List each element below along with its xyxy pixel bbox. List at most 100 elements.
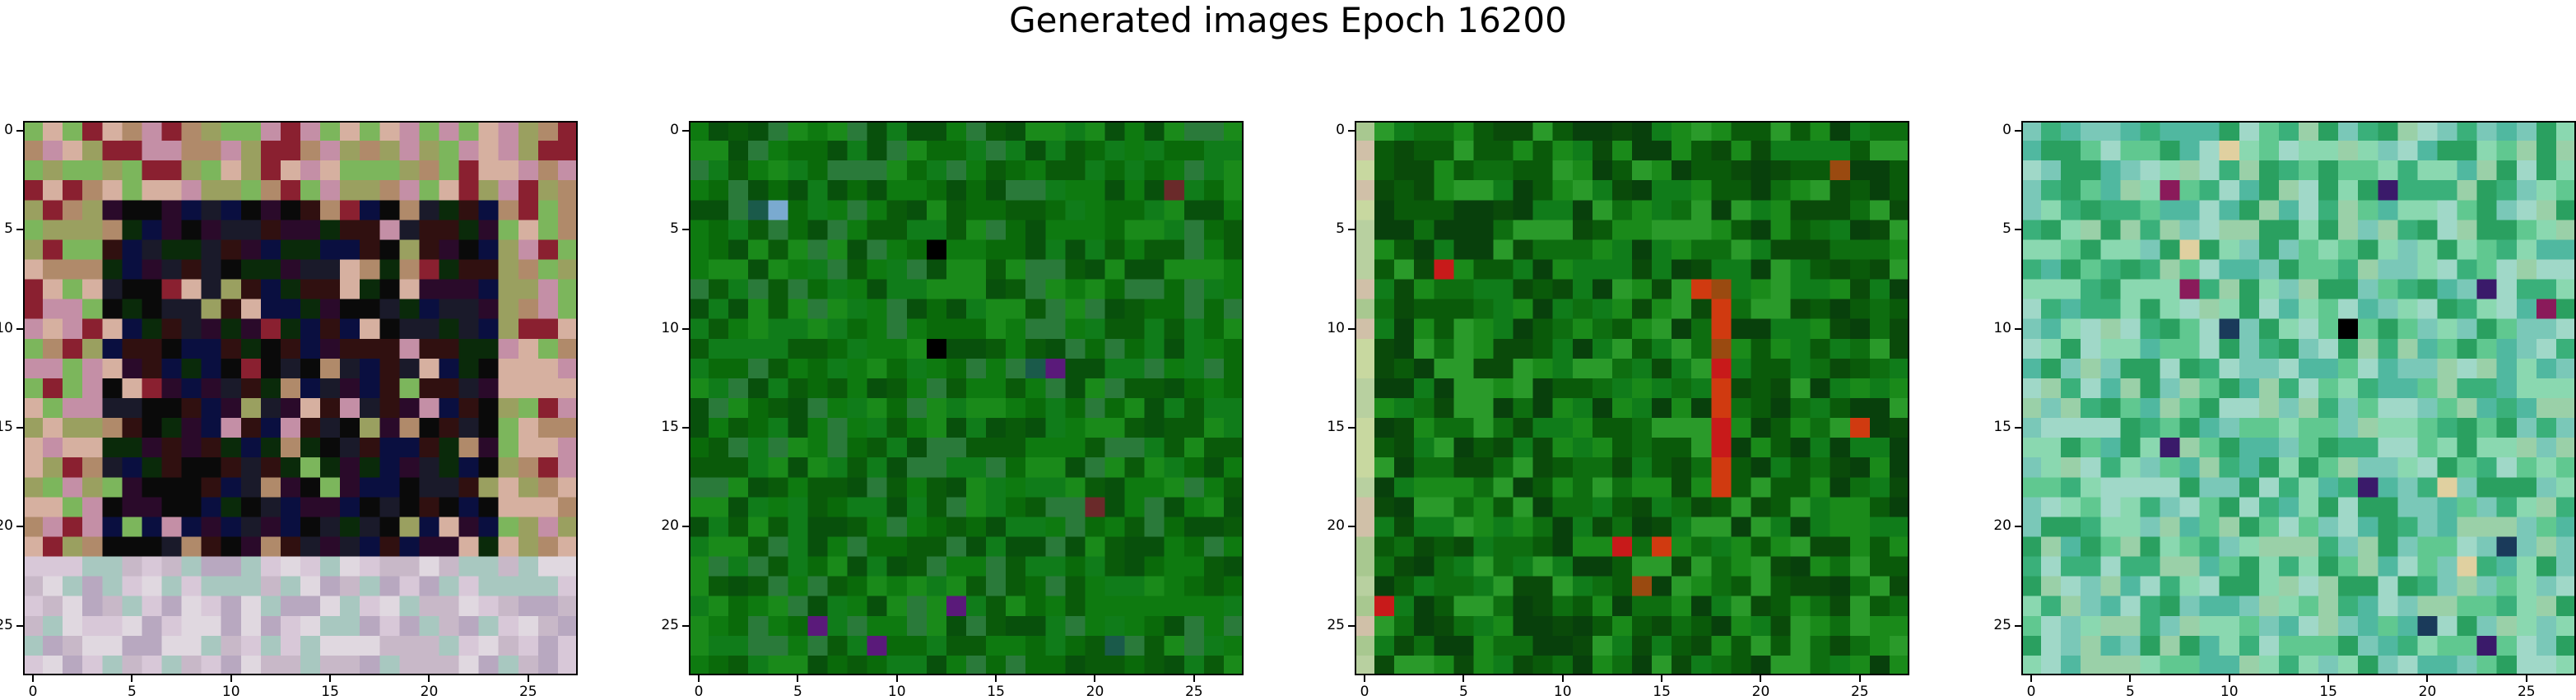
x-tick-mark bbox=[329, 675, 332, 682]
x-tick-label: 10 bbox=[1553, 684, 1572, 700]
x-tick-mark bbox=[1760, 675, 1762, 682]
y-tick-mark bbox=[682, 427, 689, 429]
y-tick-mark bbox=[16, 130, 23, 132]
x-tick-mark bbox=[428, 675, 430, 682]
y-tick-mark bbox=[2015, 130, 2021, 132]
x-tick-label: 15 bbox=[2319, 684, 2337, 700]
y-tick-label: 5 bbox=[670, 220, 679, 238]
x-tick-mark bbox=[2426, 675, 2429, 682]
y-tick-label: 0 bbox=[1336, 122, 1345, 139]
y-tick-label: 0 bbox=[670, 122, 679, 139]
y-tick-mark bbox=[682, 526, 689, 528]
y-tick-mark bbox=[1348, 526, 1355, 528]
x-tick-label: 10 bbox=[221, 684, 240, 700]
y-tick-label: 25 bbox=[661, 616, 679, 633]
x-tick-label: 25 bbox=[2517, 684, 2536, 700]
x-tick-mark bbox=[2228, 675, 2230, 682]
y-tick-mark bbox=[2015, 624, 2021, 627]
y-tick-mark bbox=[682, 624, 689, 627]
x-tick-mark bbox=[2327, 675, 2330, 682]
x-tick-label: 0 bbox=[2026, 684, 2036, 700]
x-tick-mark bbox=[32, 675, 35, 682]
heatmap-panel-2: 0 5 10 15 20 25 0 5 10 15 20 25 bbox=[661, 121, 1244, 699]
heatmap-image bbox=[1355, 121, 1909, 675]
y-tick-label: 15 bbox=[1327, 419, 1345, 436]
y-tick-mark bbox=[1348, 229, 1355, 231]
y-tick-label: 10 bbox=[1993, 319, 2011, 336]
x-tick-label: 10 bbox=[2220, 684, 2239, 700]
x-tick-label: 25 bbox=[1184, 684, 1203, 700]
x-tick-label: 5 bbox=[1458, 684, 1468, 700]
x-tick-mark bbox=[895, 675, 898, 682]
y-tick-mark bbox=[2015, 526, 2021, 528]
x-tick-mark bbox=[2030, 675, 2033, 682]
x-tick-label: 20 bbox=[420, 684, 439, 700]
heatmap-panel-3: 0 5 10 15 20 25 0 5 10 15 20 25 bbox=[1327, 121, 1909, 699]
x-tick-label: 5 bbox=[2125, 684, 2135, 700]
y-tick-label: 10 bbox=[1327, 319, 1345, 336]
x-tick-mark bbox=[2525, 675, 2527, 682]
y-tick-label: 20 bbox=[1993, 517, 2011, 535]
y-tick-label: 25 bbox=[1327, 616, 1345, 633]
x-tick-label: 0 bbox=[28, 684, 38, 700]
y-tick-label: 20 bbox=[1327, 517, 1345, 535]
x-tick-label: 20 bbox=[1751, 684, 1770, 700]
figure-title: Generated images Epoch 16200 bbox=[1009, 0, 1567, 40]
y-tick-label: 25 bbox=[0, 616, 13, 633]
y-tick-mark bbox=[1348, 624, 1355, 627]
x-tick-label: 15 bbox=[321, 684, 339, 700]
y-tick-mark bbox=[1348, 327, 1355, 330]
y-tick-mark bbox=[16, 229, 23, 231]
y-tick-label: 15 bbox=[1993, 419, 2011, 436]
heatmap-image bbox=[2021, 121, 2576, 675]
x-tick-mark bbox=[797, 675, 799, 682]
x-tick-mark bbox=[131, 675, 133, 682]
x-tick-label: 25 bbox=[1850, 684, 1869, 700]
x-tick-label: 15 bbox=[987, 684, 1005, 700]
x-tick-mark bbox=[1858, 675, 1861, 682]
y-tick-label: 5 bbox=[1336, 220, 1345, 238]
x-tick-mark bbox=[1193, 675, 1195, 682]
y-tick-label: 10 bbox=[0, 319, 13, 336]
x-tick-mark bbox=[2129, 675, 2132, 682]
x-tick-label: 20 bbox=[2418, 684, 2437, 700]
y-tick-label: 25 bbox=[1993, 616, 2011, 633]
x-tick-mark bbox=[698, 675, 700, 682]
x-tick-mark bbox=[527, 675, 529, 682]
heatmap-panel-1: 0 5 10 15 20 25 0 5 10 15 20 25 bbox=[0, 121, 578, 699]
y-tick-mark bbox=[1348, 427, 1355, 429]
x-tick-mark bbox=[230, 675, 232, 682]
y-tick-mark bbox=[682, 229, 689, 231]
x-tick-label: 5 bbox=[127, 684, 137, 700]
y-tick-mark bbox=[682, 130, 689, 132]
heatmap-image bbox=[689, 121, 1244, 675]
y-tick-label: 0 bbox=[2002, 122, 2011, 139]
heatmap-image bbox=[23, 121, 578, 675]
y-tick-mark bbox=[16, 526, 23, 528]
x-tick-label: 0 bbox=[1360, 684, 1369, 700]
y-tick-mark bbox=[16, 327, 23, 330]
x-tick-mark bbox=[1661, 675, 1663, 682]
x-tick-mark bbox=[1462, 675, 1465, 682]
y-tick-label: 20 bbox=[661, 517, 679, 535]
y-tick-mark bbox=[2015, 229, 2021, 231]
x-tick-label: 10 bbox=[887, 684, 906, 700]
x-tick-label: 0 bbox=[694, 684, 704, 700]
y-tick-mark bbox=[682, 327, 689, 330]
x-tick-mark bbox=[1094, 675, 1096, 682]
y-tick-mark bbox=[1348, 130, 1355, 132]
x-tick-mark bbox=[1364, 675, 1366, 682]
y-tick-label: 10 bbox=[661, 319, 679, 336]
x-tick-mark bbox=[1561, 675, 1564, 682]
x-tick-label: 25 bbox=[518, 684, 537, 700]
y-tick-label: 0 bbox=[4, 122, 13, 139]
y-tick-label: 5 bbox=[2002, 220, 2011, 238]
y-tick-label: 20 bbox=[0, 517, 13, 535]
y-tick-label: 5 bbox=[4, 220, 13, 238]
heatmap-panel-4: 0 5 10 15 20 25 0 5 10 15 20 25 bbox=[1993, 121, 2576, 699]
y-tick-label: 15 bbox=[661, 419, 679, 436]
y-tick-label: 15 bbox=[0, 419, 13, 436]
y-tick-mark bbox=[16, 624, 23, 627]
x-tick-label: 15 bbox=[1653, 684, 1671, 700]
y-tick-mark bbox=[2015, 427, 2021, 429]
